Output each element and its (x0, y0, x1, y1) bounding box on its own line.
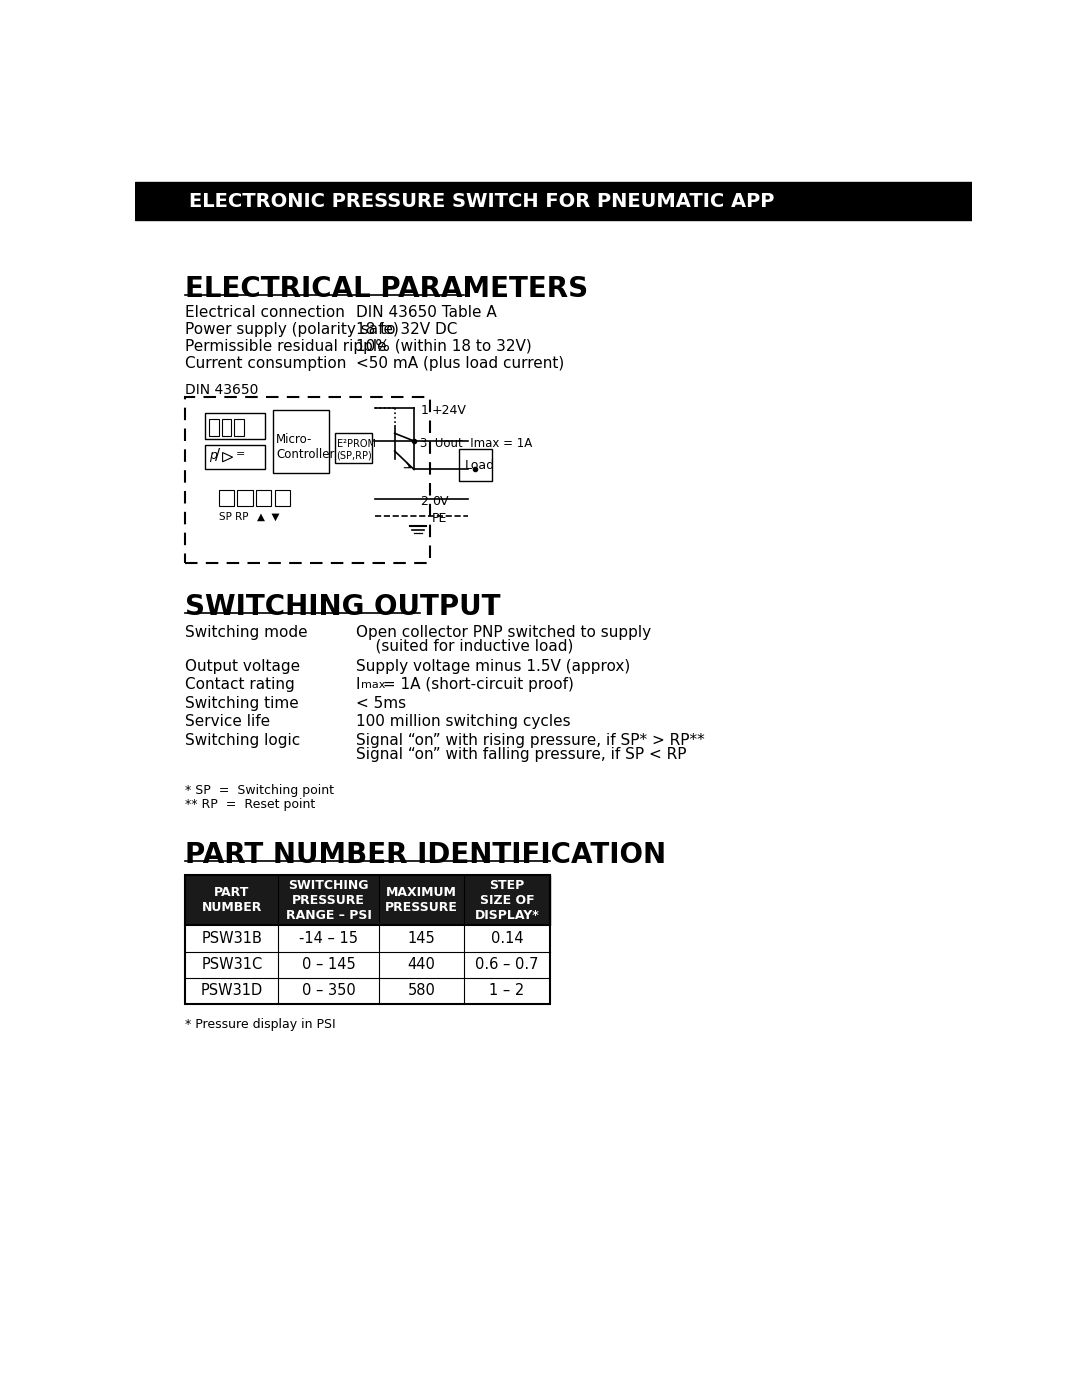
Text: Electrical connection: Electrical connection (186, 305, 346, 320)
Text: DIN 43650: DIN 43650 (186, 383, 259, 397)
Text: Switching logic: Switching logic (186, 733, 300, 747)
Bar (464, 925, 550, 951)
Text: 3  Uout  Imax = 1A: 3 Uout Imax = 1A (420, 437, 532, 450)
Bar (186, 951, 279, 978)
Text: PSW31D: PSW31D (201, 983, 264, 999)
Text: * SP  =  Switching point: * SP = Switching point (186, 784, 335, 796)
Text: 145: 145 (408, 930, 435, 946)
Text: Power supply (polarity safe): Power supply (polarity safe) (186, 321, 400, 337)
Text: =: = (235, 450, 245, 460)
Text: 0V: 0V (432, 495, 448, 509)
Bar (210, 419, 218, 436)
Text: ELECTRONIC PRESSURE SWITCH FOR PNEUMATIC APP: ELECTRONIC PRESSURE SWITCH FOR PNEUMATIC… (189, 191, 774, 211)
Text: max: max (361, 680, 384, 690)
Bar (186, 925, 279, 951)
Text: * Pressure display in PSI: * Pressure display in PSI (186, 1018, 336, 1031)
Text: MAXIMUM
PRESSURE: MAXIMUM PRESSURE (386, 886, 458, 914)
Text: PSW31C: PSW31C (201, 957, 262, 972)
Bar (205, 444, 266, 469)
Text: PART
NUMBER: PART NUMBER (202, 886, 262, 914)
Text: < 5ms: < 5ms (356, 696, 406, 711)
Bar (205, 412, 266, 440)
Bar (186, 876, 550, 925)
Bar (335, 433, 373, 462)
Bar (218, 489, 234, 507)
Bar (234, 419, 243, 436)
Bar (464, 978, 550, 1004)
Bar (273, 411, 328, 474)
Text: <50 mA (plus load current): <50 mA (plus load current) (356, 355, 564, 370)
Text: 580: 580 (408, 983, 435, 999)
Text: = 1A (short-circuit proof): = 1A (short-circuit proof) (378, 678, 573, 693)
Text: 2: 2 (420, 495, 428, 509)
Bar (379, 951, 464, 978)
Text: DIN 43650 Table A: DIN 43650 Table A (356, 305, 497, 320)
Text: SWITCHING OUTPUT: SWITCHING OUTPUT (186, 592, 501, 620)
Bar (379, 978, 464, 1004)
Bar (279, 925, 379, 951)
Text: 1 – 2: 1 – 2 (489, 983, 525, 999)
Text: -14 – 15: -14 – 15 (299, 930, 359, 946)
Bar (256, 489, 271, 507)
Text: Output voltage: Output voltage (186, 659, 300, 673)
Text: Micro-
Controller: Micro- Controller (276, 433, 335, 461)
Text: I: I (356, 678, 361, 693)
Text: 0 – 145: 0 – 145 (302, 957, 355, 972)
Bar (464, 951, 550, 978)
Text: 440: 440 (408, 957, 435, 972)
Bar (186, 978, 279, 1004)
Text: 100 million switching cycles: 100 million switching cycles (356, 714, 570, 729)
Text: /: / (215, 448, 220, 462)
Bar (274, 489, 291, 507)
Text: (suited for inductive load): (suited for inductive load) (356, 638, 573, 654)
Text: p: p (210, 450, 217, 462)
Text: E²PROM
(SP,RP): E²PROM (SP,RP) (337, 439, 376, 460)
Bar (379, 925, 464, 951)
Bar (221, 419, 231, 436)
Text: Open collector PNP switched to supply: Open collector PNP switched to supply (356, 624, 651, 640)
Bar (186, 397, 430, 563)
Bar (135, 182, 972, 219)
Text: 10% (within 18 to 32V): 10% (within 18 to 32V) (356, 338, 531, 353)
Text: PE: PE (432, 511, 447, 525)
Text: STEP
SIZE OF
DISPLAY*: STEP SIZE OF DISPLAY* (474, 879, 539, 922)
Text: ** RP  =  Reset point: ** RP = Reset point (186, 798, 315, 810)
Bar (186, 876, 550, 1004)
Text: Contact rating: Contact rating (186, 678, 295, 693)
Text: Signal “on” with rising pressure, if SP* > RP**: Signal “on” with rising pressure, if SP*… (356, 733, 704, 747)
Text: 0.14: 0.14 (490, 930, 524, 946)
Bar (279, 951, 379, 978)
Text: SP RP: SP RP (218, 511, 248, 522)
Text: Supply voltage minus 1.5V (approx): Supply voltage minus 1.5V (approx) (356, 659, 630, 673)
Text: Current consumption: Current consumption (186, 355, 347, 370)
Text: Signal “on” with falling pressure, if SP < RP: Signal “on” with falling pressure, if SP… (356, 746, 687, 761)
Bar (279, 978, 379, 1004)
Text: SWITCHING
PRESSURE
RANGE – PSI: SWITCHING PRESSURE RANGE – PSI (286, 879, 372, 922)
Text: 0 – 350: 0 – 350 (302, 983, 355, 999)
Text: ▲  ▼: ▲ ▼ (257, 511, 280, 522)
Text: PSW31B: PSW31B (202, 930, 262, 946)
Text: Switching mode: Switching mode (186, 624, 308, 640)
Text: Load: Load (464, 460, 495, 472)
Text: Switching time: Switching time (186, 696, 299, 711)
Text: ELECTRICAL PARAMETERS: ELECTRICAL PARAMETERS (186, 275, 589, 303)
Text: 18 to 32V DC: 18 to 32V DC (356, 321, 457, 337)
Bar (459, 448, 491, 481)
Text: 0.6 – 0.7: 0.6 – 0.7 (475, 957, 539, 972)
Text: 1: 1 (420, 404, 428, 418)
Text: PART NUMBER IDENTIFICATION: PART NUMBER IDENTIFICATION (186, 841, 666, 869)
Text: Permissible residual ripple: Permissible residual ripple (186, 338, 387, 353)
Text: Service life: Service life (186, 714, 270, 729)
Bar (238, 489, 253, 507)
Text: +24V: +24V (432, 404, 467, 418)
